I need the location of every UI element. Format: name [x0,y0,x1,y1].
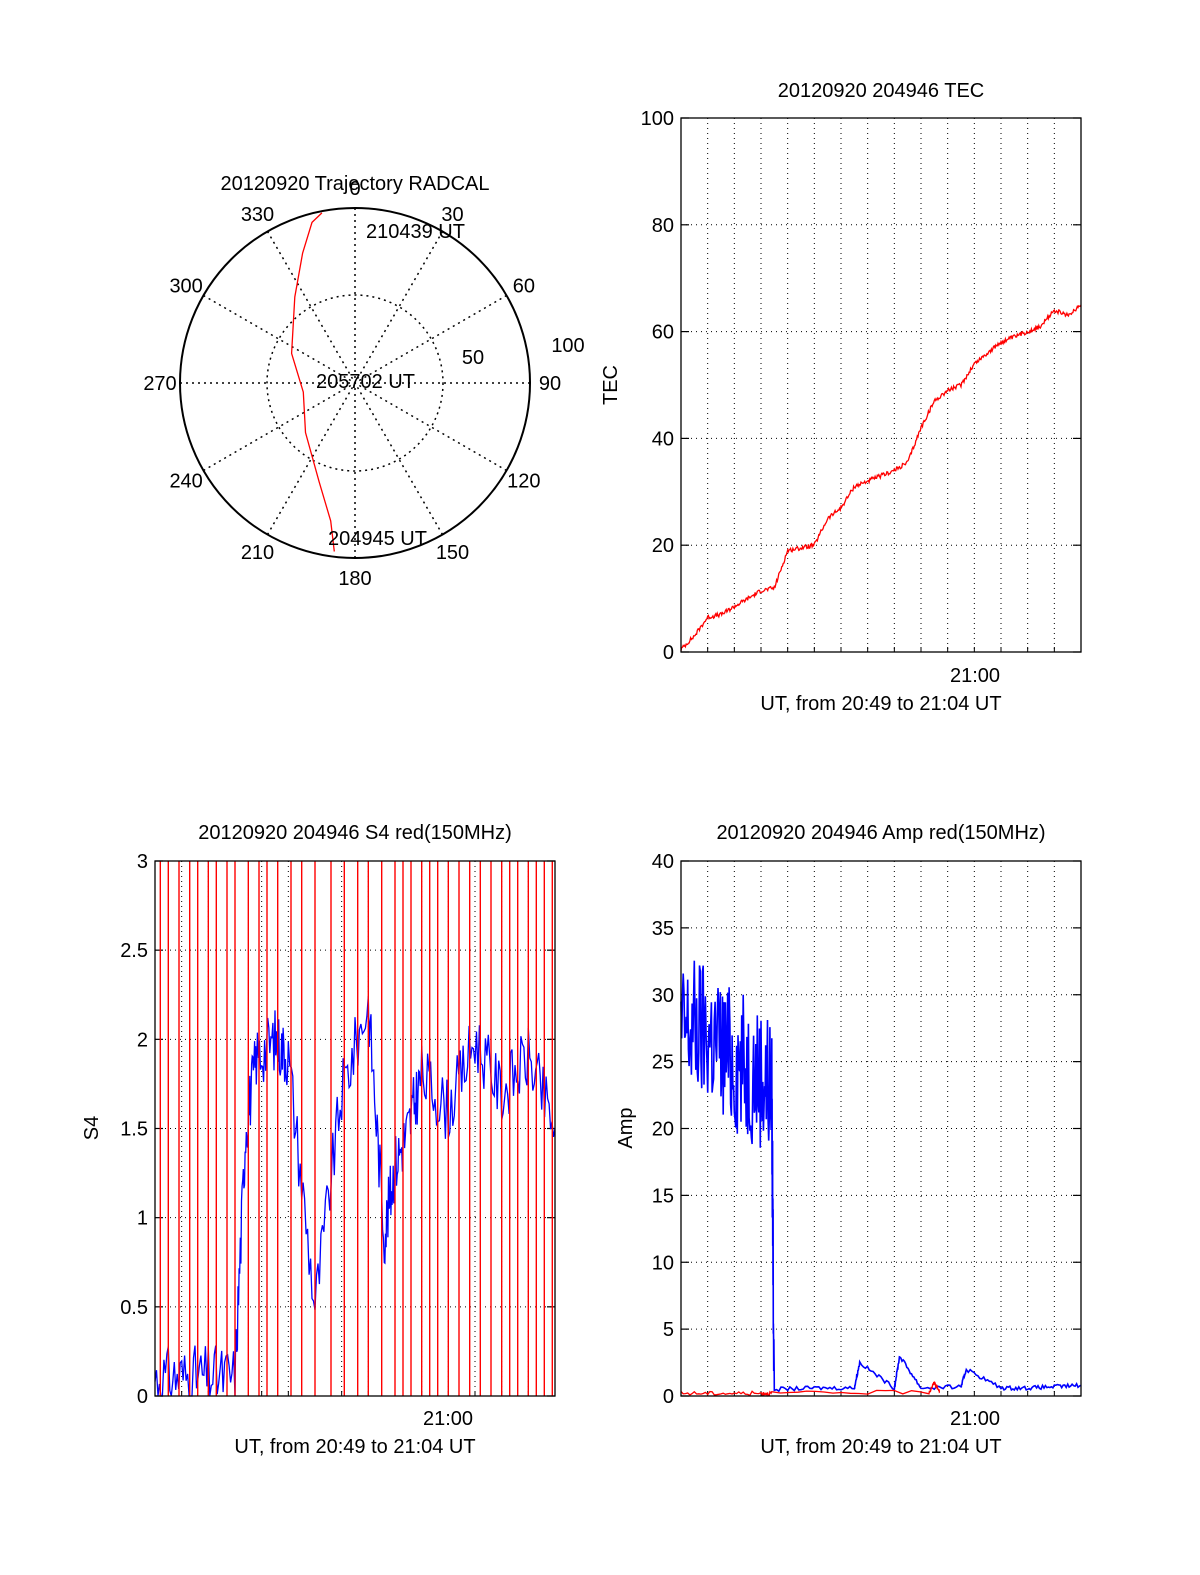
polar-azimuth-label: 270 [143,373,176,395]
amp-y-tick-label: 10 [652,1252,674,1274]
s4-title: 20120920 204946 S4 red(150MHz) [198,822,512,844]
s4-y-tick-label: 1.5 [120,1119,148,1141]
tec-x-axis-label: UT, from 20:49 to 21:04 UT [760,693,1001,715]
polar-azimuth-label: 240 [169,471,202,493]
amp-gridlines [680,860,1082,1397]
s4-y-axis-label: S4 [81,1116,103,1140]
amp-y-tick-label: 25 [652,1052,674,1074]
tec-y-tick-label: 20 [652,535,674,557]
s4-y-tick-label: 2.5 [120,940,148,962]
amp-x-axis-label: UT, from 20:49 to 21:04 UT [760,1436,1001,1458]
tec-title: 20120920 204946 TEC [778,80,984,102]
polar-radial-label-50: 50 [462,347,484,369]
polar-azimuth-label: 210 [241,542,274,564]
tec-y-tick-label: 80 [652,215,674,237]
s4-x-axis-label: UT, from 20:49 to 21:04 UT [234,1436,475,1458]
amp-y-tick-label: 40 [652,851,674,873]
amp-plot-frame [680,860,1082,1397]
polar-azimuth-label: 90 [539,373,561,395]
tec-series [680,304,1082,651]
tec-gridlines [680,117,1082,653]
polar-azimuth-label: 60 [513,276,535,298]
polar-azimuth-label: 300 [169,276,202,298]
tec-y-axis-label: TEC [600,365,622,405]
tec-y-tick-label: 0 [663,642,674,664]
amp-x-tick-label: 21:00 [950,1408,1000,1430]
amp-y-tick-label: 5 [663,1319,674,1341]
polar-azimuth-label: 330 [241,204,274,226]
amp-y-tick-label: 30 [652,985,674,1007]
s4-tick-labels: 0 0.5 1 1.5 2 2.5 3 [120,851,148,1408]
tec-tick-labels: 0 20 40 60 80 100 [641,108,674,664]
tec-y-tick-label: 40 [652,428,674,450]
amp-series-line [680,1380,941,1397]
polar-inner-circle [266,294,444,472]
polar-annotation-mid: 205702 UT [316,371,415,393]
amp-chart: 20120920 204946 Amp red(150MHz) Amp UT, … [615,822,1082,1458]
amp-y-tick-label: 0 [663,1386,674,1408]
polar-azimuth-label: 180 [338,568,371,590]
s4-y-tick-label: 1 [137,1208,148,1230]
s4-gridlines [154,860,556,1397]
amp-y-axis-label: Amp [615,1107,637,1148]
polar-title: 20120920 Trajectory RADCAL [220,173,489,195]
s4-y-tick-label: 0 [137,1386,148,1408]
s4-series-line [154,995,556,1397]
s4-x-tick-label: 21:00 [423,1408,473,1430]
tec-y-tick-label: 100 [641,108,674,130]
polar-trajectory-line [290,212,335,552]
polar-annotation-start: 204945 UT [328,528,427,550]
tec-chart: 20120920 204946 TEC TEC UT, from 20:49 t… [600,80,1082,715]
polar-trajectory-chart: 20120920 Trajectory RADCAL 0 30 60 90 120 150… [143,173,584,590]
s4-series [154,861,556,1397]
polar-azimuth-label: 0 [349,178,360,200]
tec-series-line [680,304,1082,651]
amp-y-tick-label: 15 [652,1185,674,1207]
polar-outer-circle [179,207,531,559]
amp-title: 20120920 204946 Amp red(150MHz) [716,822,1045,844]
amp-y-tick-label: 35 [652,918,674,940]
polar-spoke [266,231,444,535]
amp-series [680,960,1082,1397]
s4-y-tick-label: 3 [137,851,148,873]
amp-series-line [680,960,1082,1393]
polar-annotation-end: 210439 UT [366,221,465,243]
polar-azimuth-label: 30 [441,204,463,226]
polar-radial-label-100: 100 [551,335,584,357]
amp-y-tick-label: 20 [652,1119,674,1141]
s4-plot-frame [154,860,556,1397]
polar-grid [180,208,530,558]
s4-y-tick-label: 0.5 [120,1297,148,1319]
tec-x-tick-label: 21:00 [950,665,1000,687]
polar-azimuth-labels: 0 30 60 90 120 150 180 210 240 270 300 330 [143,178,561,590]
polar-azimuth-label: 150 [436,542,469,564]
tec-y-tick-label: 60 [652,322,674,344]
s4-y-tick-label: 2 [137,1029,148,1051]
s4-chart: 20120920 204946 S4 red(150MHz) S4 UT, fr… [81,822,556,1458]
polar-azimuth-label: 120 [507,471,540,493]
tec-plot-frame [680,117,1082,653]
amp-tick-labels: 0 5 10 15 20 25 30 35 40 [652,851,674,1408]
